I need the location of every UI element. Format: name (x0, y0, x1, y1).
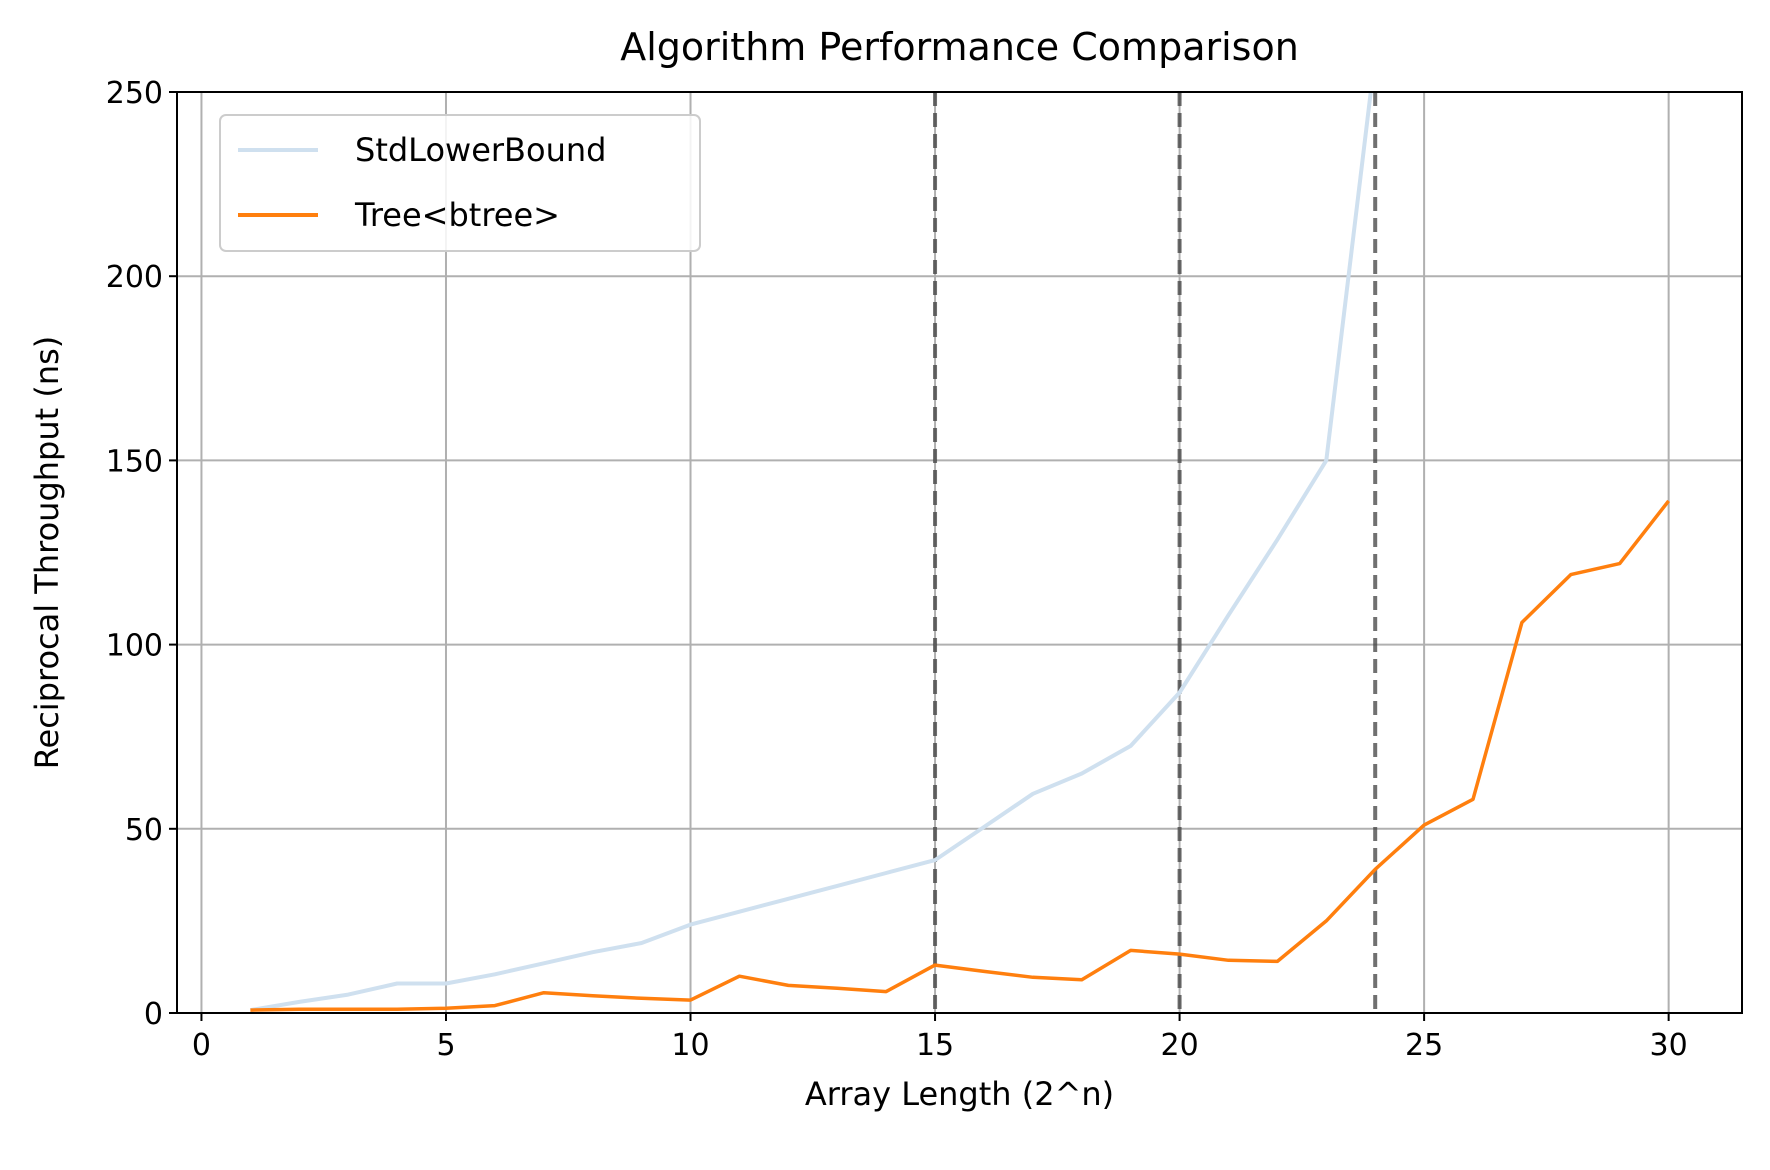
axis-ticks: 0 5 10 15 20 25 30 0 50 100 150 200 250 (106, 76, 1688, 1063)
legend-box (219, 114, 701, 252)
y-tick-label: 50 (125, 813, 163, 848)
x-tick-label: 5 (436, 1028, 455, 1063)
x-tick-label: 10 (671, 1028, 709, 1063)
series-lines (250, 92, 1670, 1013)
y-tick-label: 0 (144, 997, 163, 1032)
x-tick-label: 25 (1405, 1028, 1443, 1063)
x-tick-label: 15 (916, 1028, 954, 1063)
x-tick-label: 20 (1160, 1028, 1198, 1063)
legend: StdLowerBound Tree<btree> (219, 114, 701, 252)
x-tick-label: 30 (1650, 1028, 1688, 1063)
y-tick-label: 100 (106, 629, 163, 664)
y-tick-label: 250 (106, 76, 163, 111)
x-tick-label: 0 (192, 1028, 211, 1063)
plot-frame (176, 91, 1743, 1014)
series-line-1 (250, 499, 1670, 1012)
x-axis-label: Array Length (2^n) (805, 1075, 1114, 1113)
y-tick-label: 200 (106, 260, 163, 295)
legend-label-stdlowerbound: StdLowerBound (355, 131, 606, 169)
series-line-0 (250, 92, 1373, 1013)
chart-title: Algorithm Performance Comparison (620, 25, 1299, 69)
y-axis-label: Reciprocal Throughput (ns) (28, 336, 66, 770)
y-tick-label: 150 (106, 444, 163, 479)
legend-label-tree-btree: Tree<btree> (354, 196, 560, 234)
